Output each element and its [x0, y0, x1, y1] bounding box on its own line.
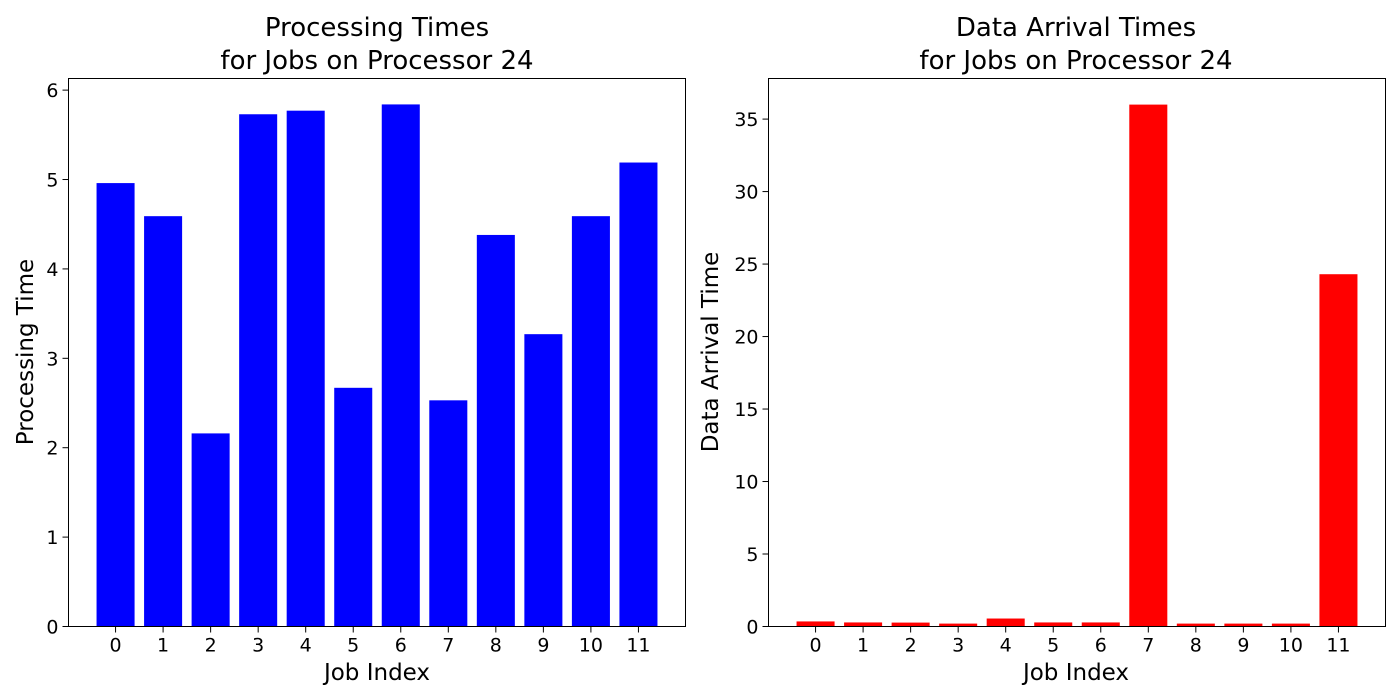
chart-2-bar-job-4: [986, 618, 1025, 627]
chart-2-x-tick-label-7: 7: [1142, 635, 1154, 657]
chart-2-x-tick-label-6: 6: [1095, 635, 1107, 657]
chart-2-title-line-2: for Jobs on Processor 24: [919, 46, 1232, 76]
chart-1-bar-job-7: [429, 400, 468, 627]
chart-1-x-axis: 0 1 2 3 4 5 6 7 8 9 10 11: [110, 626, 651, 657]
chart-1-y-tick-label-1: 1: [46, 527, 58, 549]
chart-1-y-axis-label: Processing Time: [13, 259, 39, 445]
chart-1-x-tick-label-7: 7: [442, 635, 454, 657]
chart-2-y-tick-label-0: 0: [746, 617, 758, 639]
chart-1-bar-job-4: [286, 110, 325, 627]
chart-2-bar-job-7: [1129, 104, 1168, 627]
chart-1-y-tick-label-4: 4: [46, 259, 58, 281]
chart-1-bar-job-5: [334, 387, 373, 627]
chart-2-y-tick-label-30: 30: [734, 182, 758, 204]
chart-1-x-tick-label-8: 8: [490, 635, 502, 657]
chart-1-x-tick-label-6: 6: [395, 635, 407, 657]
chart-2-y-tick-label-5: 5: [746, 544, 758, 566]
chart-1-bar-job-11: [619, 162, 658, 627]
chart-1-x-tick-label-4: 4: [300, 635, 312, 657]
chart-1-x-tick-label-5: 5: [347, 635, 359, 657]
chart-2-x-tick-label-5: 5: [1047, 635, 1059, 657]
chart-2-bar-job-2: [891, 622, 930, 627]
chart-1-y-tick-label-0: 0: [46, 617, 58, 639]
chart-2-bar-job-11: [1319, 274, 1358, 627]
chart-1-x-tick-label-1: 1: [157, 635, 169, 657]
chart-2-bar-job-1: [844, 622, 883, 627]
chart-2-y-tick-label-25: 25: [734, 254, 758, 276]
chart-2-bar-job-8: [1176, 623, 1215, 627]
chart-1-bar-job-6: [381, 104, 420, 627]
chart-2-plot-frame: [768, 78, 1386, 627]
chart-2-x-axis-label: Job Index: [1021, 660, 1129, 686]
chart-1-bar-job-0: [96, 183, 135, 627]
chart-1-y-tick-label-3: 3: [46, 348, 58, 370]
chart-1-bar-job-10: [571, 216, 610, 627]
chart-2-title-line-1: Data Arrival Times: [956, 13, 1196, 43]
chart-1-bars: [96, 104, 658, 627]
chart-2-x-tick-label-2: 2: [905, 635, 917, 657]
chart-2-y-tick-label-35: 35: [734, 109, 758, 131]
chart-2-x-tick-label-0: 0: [810, 635, 822, 657]
chart-1-y-tick-label-6: 6: [46, 80, 58, 102]
chart-processing-times: Processing Times for Jobs on Processor 2…: [13, 13, 686, 686]
chart-data-arrival-times: Data Arrival Times for Jobs on Processor…: [698, 13, 1386, 686]
chart-2-bar-job-6: [1081, 622, 1120, 627]
chart-2-y-tick-label-20: 20: [734, 327, 758, 349]
chart-2-bar-job-3: [939, 623, 978, 627]
chart-2-y-axis: 0 5 10 15 20 25 30 35: [734, 109, 769, 639]
chart-1-x-tick-label-9: 9: [537, 635, 549, 657]
chart-2-bar-job-10: [1271, 623, 1310, 627]
chart-2-y-axis-label: Data Arrival Time: [698, 252, 724, 453]
chart-1-x-tick-label-0: 0: [110, 635, 122, 657]
chart-2-bar-job-0: [796, 621, 835, 627]
chart-2-x-tick-label-3: 3: [952, 635, 964, 657]
chart-1-x-axis-label: Job Index: [322, 660, 430, 686]
chart-1-x-tick-label-10: 10: [579, 635, 603, 657]
chart-2-x-tick-label-4: 4: [1000, 635, 1012, 657]
chart-2-x-tick-label-8: 8: [1190, 635, 1202, 657]
chart-2-bars: [796, 104, 1358, 627]
chart-1-x-tick-label-2: 2: [205, 635, 217, 657]
chart-1-x-tick-label-3: 3: [252, 635, 264, 657]
chart-1-plot-frame: [68, 78, 686, 627]
chart-2-x-tick-label-11: 11: [1326, 635, 1350, 657]
chart-1-bar-job-1: [144, 216, 183, 627]
chart-2-bar-job-5: [1034, 622, 1073, 627]
chart-1-title-line-2: for Jobs on Processor 24: [220, 46, 533, 76]
chart-2-bar-job-9: [1224, 623, 1263, 627]
chart-1-y-tick-label-5: 5: [46, 170, 58, 192]
chart-1-bar-job-3: [239, 114, 278, 627]
chart-1-bar-job-9: [524, 334, 563, 627]
chart-2-x-tick-label-1: 1: [857, 635, 869, 657]
chart-2-x-tick-label-10: 10: [1279, 635, 1303, 657]
chart-2-y-tick-label-10: 10: [734, 472, 758, 494]
chart-1-y-tick-label-2: 2: [46, 438, 58, 460]
chart-1-bar-job-2: [191, 433, 230, 627]
chart-2-x-axis: 0 1 2 3 4 5 6 7 8 9 10 11: [810, 626, 1351, 657]
chart-1-x-tick-label-11: 11: [626, 635, 650, 657]
chart-1-y-axis: 0 1 2 3 4 5 6: [46, 80, 69, 639]
chart-1-bar-job-8: [476, 234, 515, 627]
chart-1-title-line-1: Processing Times: [265, 13, 489, 43]
chart-2-y-tick-label-15: 15: [734, 399, 758, 421]
chart-2-x-tick-label-9: 9: [1237, 635, 1249, 657]
